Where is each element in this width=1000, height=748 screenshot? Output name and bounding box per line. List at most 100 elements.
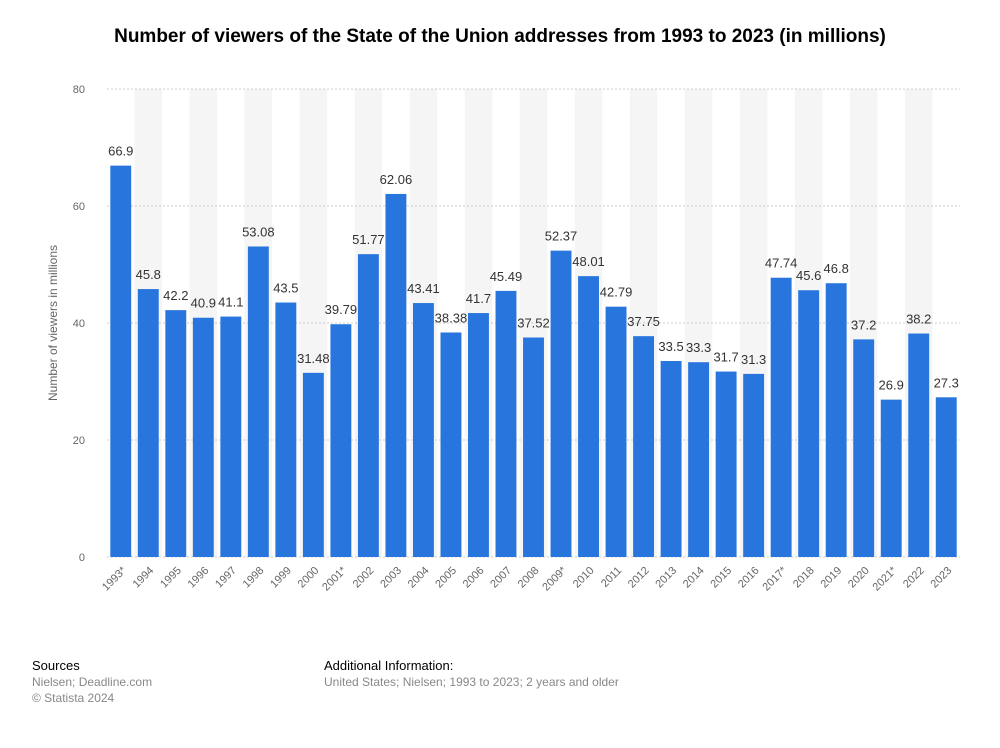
value-label: 37.52 — [517, 316, 550, 331]
bar — [908, 333, 930, 557]
bar — [275, 302, 297, 557]
x-tick-label: 2012 — [626, 565, 652, 591]
value-label: 31.7 — [713, 350, 738, 365]
bar — [715, 371, 737, 557]
sources-title: Sources — [32, 658, 80, 673]
value-label: 48.01 — [572, 254, 605, 269]
value-label: 37.75 — [627, 314, 660, 329]
value-label: 31.3 — [741, 352, 766, 367]
bar — [880, 399, 902, 557]
bar — [302, 372, 324, 557]
bar — [165, 310, 187, 557]
x-tick-label: 2006 — [461, 565, 487, 591]
value-label: 42.79 — [600, 285, 633, 300]
value-label: 43.5 — [273, 281, 298, 296]
value-label: 53.08 — [242, 224, 275, 239]
x-tick-label: 2000 — [296, 565, 322, 591]
value-label: 47.74 — [765, 256, 798, 271]
value-label: 38.38 — [435, 310, 468, 325]
bar — [330, 324, 352, 557]
value-label: 66.9 — [108, 144, 133, 159]
x-tick-label: 2010 — [571, 565, 597, 591]
y-tick-label: 20 — [73, 435, 85, 447]
value-label: 45.8 — [136, 267, 161, 282]
x-tick-label: 2009* — [540, 564, 569, 593]
copyright: © Statista 2024 — [32, 691, 115, 705]
value-label: 39.79 — [325, 302, 358, 317]
x-tick-label: 2019 — [819, 565, 845, 591]
x-tick-label: 2013 — [653, 565, 679, 591]
info: United States; Nielsen; 1993 to 2023; 2 … — [324, 675, 619, 689]
bar — [110, 165, 132, 557]
value-label: 42.2 — [163, 288, 188, 303]
x-tick-label: 2008 — [516, 565, 542, 591]
bar — [743, 373, 765, 557]
bar — [220, 316, 242, 557]
x-tick-label: 2020 — [846, 565, 872, 591]
x-tick-label: 2001* — [320, 564, 349, 593]
x-tick-label: 2022 — [901, 565, 927, 591]
value-label: 46.8 — [824, 261, 849, 276]
x-tick-label: 2021* — [871, 564, 900, 593]
y-tick-label: 80 — [73, 84, 85, 96]
x-tick-label: 1993* — [100, 564, 129, 593]
bar — [137, 289, 159, 557]
x-tick-label: 2011 — [599, 565, 624, 590]
bar — [935, 397, 957, 557]
value-label: 45.49 — [490, 269, 523, 284]
x-tick-label: 2016 — [736, 565, 762, 591]
value-label: 38.2 — [906, 312, 931, 327]
value-label: 43.41 — [407, 281, 440, 296]
bar — [578, 276, 599, 557]
x-tick-label: 1999 — [268, 565, 294, 591]
bar — [385, 193, 407, 557]
value-label: 27.3 — [934, 375, 959, 390]
bar — [550, 250, 572, 557]
bar — [495, 290, 517, 557]
x-tick-label: 1996 — [186, 565, 212, 591]
value-label: 41.1 — [218, 295, 243, 310]
bar — [853, 339, 875, 557]
plot: 1993* 66.9 1994 45.8 1995 42.2 1996 40.9 1997 41.… — [100, 144, 959, 594]
x-tick-label: 2004 — [406, 565, 432, 591]
value-label: 62.06 — [380, 172, 413, 187]
bar — [192, 317, 214, 557]
y-axis-label: Number of viewers in millions — [46, 245, 60, 401]
bar — [523, 337, 544, 557]
x-tick-label: 2023 — [929, 565, 955, 591]
bar — [468, 313, 489, 557]
value-label: 31.48 — [297, 351, 330, 366]
bar — [412, 303, 434, 557]
value-label: 33.5 — [658, 339, 683, 354]
value-label: 33.3 — [686, 340, 711, 355]
bar — [770, 277, 792, 557]
bar — [798, 290, 820, 557]
value-label: 37.2 — [851, 317, 876, 332]
x-tick-label: 2005 — [433, 565, 459, 591]
x-tick-label: 1994 — [131, 565, 157, 591]
x-tick-label: 1995 — [158, 565, 184, 591]
value-label: 40.9 — [191, 296, 216, 311]
x-tick-label: 2002 — [351, 565, 377, 591]
chart-title: Number of viewers of the State of the Un… — [114, 26, 886, 47]
value-label: 45.6 — [796, 268, 821, 283]
sources: Nielsen; Deadline.com — [32, 675, 152, 689]
x-tick-label: 2003 — [378, 565, 404, 591]
info-title: Additional Information: — [324, 658, 453, 673]
bar — [605, 306, 627, 557]
x-tick-label: 2018 — [791, 565, 817, 591]
bar — [825, 283, 847, 557]
y-tick-label: 0 — [79, 552, 85, 564]
value-label: 41.7 — [466, 291, 491, 306]
bar — [440, 332, 462, 557]
bar — [688, 362, 710, 557]
y-tick-label: 60 — [73, 201, 85, 213]
bar — [633, 336, 655, 557]
bar — [660, 361, 682, 557]
bar — [357, 254, 379, 557]
x-tick-label: 2015 — [708, 565, 734, 591]
x-tick-label: 1997 — [213, 565, 239, 591]
value-label: 51.77 — [352, 232, 385, 247]
x-tick-label: 2014 — [681, 565, 707, 591]
